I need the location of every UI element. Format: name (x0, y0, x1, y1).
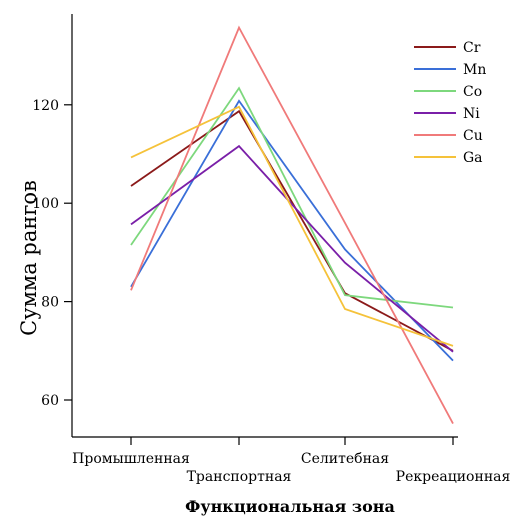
series-lines (130, 25, 454, 425)
legend-label-cu: Cu (463, 128, 483, 144)
x-tick-label: Рекреационная (396, 469, 511, 485)
axes (71, 14, 458, 438)
series-line-ni (130, 144, 454, 353)
y-tick-label: 60 (41, 393, 59, 409)
series-line-cr (130, 109, 454, 352)
series-line-ga (130, 105, 454, 347)
series-line-cu (130, 25, 454, 425)
x-axis-title: Функциональная зона (185, 497, 395, 516)
legend-label-cr: Cr (463, 40, 481, 56)
x-ticks: Промышленная Транспортная Селитебная Рекреа… (72, 437, 510, 485)
y-axis-title: Сумма рангов (17, 180, 41, 336)
y-tick-label: 120 (32, 98, 59, 114)
legend-label-ni: Ni (463, 106, 480, 122)
series-line-co (130, 86, 454, 309)
x-tick-label: Транспортная (187, 469, 292, 485)
y-tick-label: 100 (32, 196, 59, 212)
x-tick-label: Селитебная (301, 451, 389, 467)
legend-label-ga: Ga (463, 150, 483, 166)
legend-label-mn: Mn (463, 62, 486, 78)
legend-label-co: Co (463, 84, 482, 100)
y-ticks: 60 80 100 120 (32, 98, 72, 409)
y-tick-label: 80 (41, 295, 59, 311)
series-line-mn (130, 99, 454, 362)
x-tick-label: Промышленная (72, 451, 190, 467)
legend: Cr Mn Co Ni Cu Ga (414, 40, 486, 166)
